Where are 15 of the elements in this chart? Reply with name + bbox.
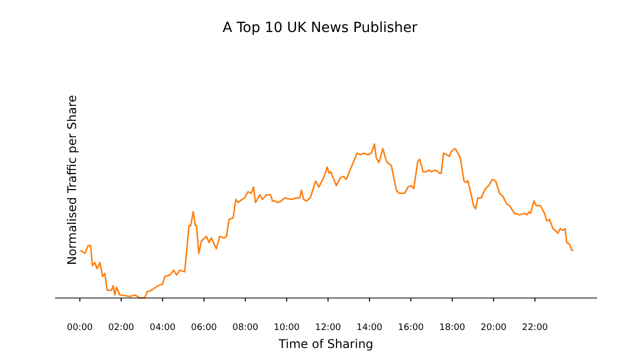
x-tick-label: 00:00	[66, 322, 94, 333]
x-tick-label: 08:00	[232, 322, 259, 333]
x-tick-label: 12:00	[315, 322, 342, 333]
x-tick-label: 10:00	[274, 322, 300, 333]
x-tick-label: 18:00	[439, 322, 466, 333]
x-tick-label: 04:00	[150, 322, 176, 333]
x-tick-label: 02:00	[108, 322, 134, 333]
chart-title: A Top 10 UK News Publisher	[222, 20, 418, 36]
y-axis-title: Normalised Traffic per Share	[65, 94, 79, 266]
x-tick-label: 14:00	[356, 322, 383, 333]
x-tick-label: 16:00	[398, 322, 424, 333]
x-tick-label: 20:00	[480, 322, 507, 333]
x-tick-label: 06:00	[190, 322, 218, 333]
x-tick-label: 22:00	[522, 322, 548, 333]
x-axis-title: Time of Sharing	[278, 337, 374, 351]
